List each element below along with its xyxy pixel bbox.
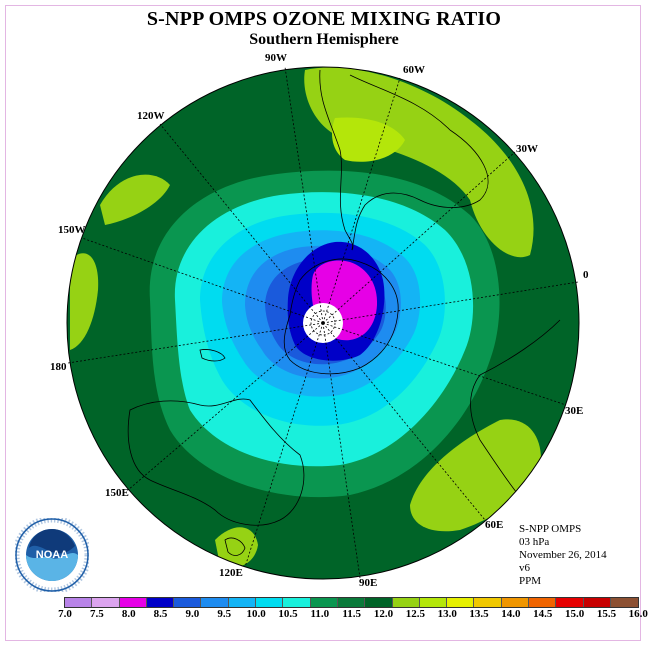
coast-antarctica bbox=[283, 258, 399, 375]
band-12-5-north bbox=[304, 67, 534, 258]
colorbar-swatch bbox=[119, 598, 147, 607]
meridian-30e bbox=[322, 322, 567, 406]
lon-label-60e: 60E bbox=[485, 519, 503, 531]
lon-label-30e: 30E bbox=[565, 405, 583, 417]
lon-label-120e: 120E bbox=[219, 567, 243, 579]
colorbar-swatch bbox=[228, 598, 257, 607]
colorbar-swatch bbox=[474, 598, 502, 607]
colorbar-swatch bbox=[583, 598, 611, 607]
colorbar-swatch bbox=[392, 598, 420, 607]
meridian-90w bbox=[284, 66, 324, 324]
meridian-60w bbox=[322, 77, 401, 324]
colorbar-swatch bbox=[146, 598, 175, 607]
colorbar-tick-label: 12.5 bbox=[405, 608, 425, 620]
south-pole-marker bbox=[321, 321, 325, 325]
colorbar-tick-label: 12.0 bbox=[373, 608, 394, 620]
meridian-60e bbox=[322, 322, 486, 521]
lon-label-180: 180 bbox=[50, 361, 67, 373]
colorbar-tick-label: 14.5 bbox=[533, 608, 553, 620]
map-subtitle: Southern Hemisphere bbox=[249, 31, 399, 48]
info-units: PPM bbox=[519, 575, 542, 587]
colorbar-tick-label: 8.5 bbox=[153, 608, 168, 620]
info-level: 03 hPa bbox=[519, 536, 550, 548]
colorbar-swatch bbox=[310, 598, 338, 607]
colorbar-swatch bbox=[256, 598, 284, 607]
colorbar-swatch bbox=[529, 598, 557, 607]
band-12-5-south bbox=[215, 527, 258, 568]
colorbar-swatch bbox=[65, 598, 93, 607]
colorbar-swatch bbox=[365, 598, 393, 607]
product-info: S-NPP OMPS 03 hPa November 26, 2014 v6 P… bbox=[519, 523, 607, 588]
coastlines bbox=[127, 69, 561, 556]
colorbar-tick-label: 7.5 bbox=[89, 608, 104, 620]
colorbar-tick-label: 13.0 bbox=[437, 608, 457, 620]
colorbar-tick-label: 7.0 bbox=[58, 608, 72, 620]
meridian-90e bbox=[322, 322, 361, 579]
lon-label-90e: 90E bbox=[359, 577, 377, 589]
info-instrument: S-NPP OMPS bbox=[519, 523, 582, 535]
colorbar-swatch bbox=[501, 598, 530, 607]
colorbar-ticks: 7.0 7.5 8.0 8.5 9.0 9.5 10.0 10.5 11.0 11.5 12.0 12… bbox=[0, 608, 648, 622]
colorbar-swatch bbox=[447, 598, 475, 607]
coast-africa bbox=[470, 319, 561, 521]
coast-australia bbox=[127, 398, 305, 526]
lon-label-120w: 120W bbox=[137, 110, 165, 122]
colorbar-swatch bbox=[201, 598, 229, 607]
colorbar-tick-label: 10.5 bbox=[278, 608, 298, 620]
colorbar-tick-label: 13.5 bbox=[469, 608, 489, 620]
colorbar-tick-label: 8.0 bbox=[121, 608, 136, 620]
colorbar-swatch bbox=[419, 598, 448, 607]
coast-island bbox=[199, 349, 226, 362]
meridian-150w bbox=[81, 237, 324, 324]
meridian-150e bbox=[127, 322, 324, 491]
info-date: November 26, 2014 bbox=[519, 549, 607, 561]
page-frame bbox=[5, 5, 641, 641]
meridian-0 bbox=[322, 281, 579, 324]
colorbar-tick-label: 14.0 bbox=[501, 608, 521, 620]
lon-label-90w: 90W bbox=[265, 52, 287, 64]
colorbar-swatch bbox=[283, 598, 311, 607]
lon-label-150w: 150W bbox=[58, 224, 86, 236]
colorbar-swatch bbox=[92, 598, 120, 607]
coast-south-america-west bbox=[319, 69, 354, 251]
colorbar-swatch bbox=[337, 598, 366, 607]
lon-label-150e: 150E bbox=[105, 487, 129, 499]
colorbar-tick-label: 15.5 bbox=[596, 608, 617, 620]
colorbar bbox=[64, 597, 640, 608]
meridian-120w bbox=[159, 123, 324, 324]
coast-south-america-east bbox=[349, 74, 489, 251]
coast-new-zealand bbox=[224, 537, 246, 556]
map-border bbox=[66, 66, 580, 580]
colorbar-swatch bbox=[174, 598, 202, 607]
colorbar-swatch bbox=[610, 598, 639, 607]
band-13-0-north bbox=[332, 117, 405, 162]
colorbar-swatch bbox=[556, 598, 584, 607]
lon-label-60w: 60W bbox=[403, 64, 425, 76]
noaa-logo: NOAA bbox=[15, 518, 89, 592]
colorbar-tick-label: 11.5 bbox=[342, 608, 361, 620]
lon-label-0: 0 bbox=[583, 269, 589, 281]
map-title: S-NPP OMPS OZONE MIXING RATIO bbox=[146, 8, 502, 30]
meridian-180 bbox=[67, 322, 324, 364]
band-12-5-west bbox=[70, 253, 99, 350]
colorbar-tick-label: 9.5 bbox=[217, 608, 232, 620]
meridian-120e bbox=[244, 322, 324, 568]
colorbar-tick-label: 15.0 bbox=[564, 608, 585, 620]
lon-label-30w: 30W bbox=[516, 143, 538, 155]
colorbar-tick-label: 9.0 bbox=[185, 608, 200, 620]
colorbar-tick-label: 10.0 bbox=[246, 608, 266, 620]
colorbar-tick-label: 16.0 bbox=[628, 608, 648, 620]
colorbar-tick-label: 11.0 bbox=[310, 608, 330, 620]
latitude-ring bbox=[310, 310, 336, 336]
meridian-grid bbox=[67, 66, 579, 579]
meridian-30w bbox=[322, 151, 516, 324]
band-12-5-nw bbox=[100, 174, 170, 225]
noaa-logo-text: NOAA bbox=[36, 549, 68, 561]
info-version: v6 bbox=[519, 562, 530, 574]
